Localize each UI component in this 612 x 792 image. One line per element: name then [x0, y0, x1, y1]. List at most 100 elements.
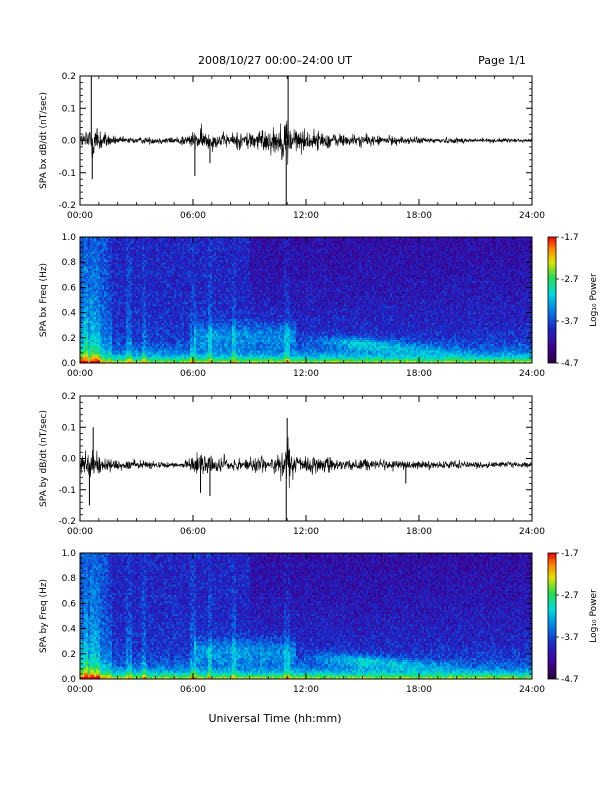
- spectrogram-cell: [184, 332, 186, 334]
- spectrogram-cell: [130, 325, 132, 327]
- spectrogram-cell: [196, 258, 198, 260]
- spectrogram-cell: [166, 304, 168, 306]
- spectrogram-cell: [212, 256, 214, 258]
- spectrogram-cell: [114, 323, 116, 325]
- spectrogram-cell: [154, 256, 156, 258]
- spectrogram-cell: [218, 334, 220, 336]
- spectrogram-cell: [208, 355, 210, 357]
- spectrogram-cell: [148, 262, 150, 264]
- spectrogram-cell: [158, 241, 160, 243]
- spectrogram-cell: [86, 321, 88, 323]
- spectrogram-cell: [126, 357, 128, 359]
- spectrogram-cell: [242, 269, 244, 271]
- spectrogram-cell: [182, 332, 184, 334]
- spectrogram-cell: [192, 271, 194, 273]
- spectrogram-cell: [120, 269, 122, 271]
- spectrogram-cell: [110, 285, 112, 287]
- spectrogram-cell: [146, 241, 148, 243]
- spectrogram-cell: [200, 250, 202, 252]
- spectrogram-cell: [148, 336, 150, 338]
- spectrogram-cell: [198, 283, 200, 285]
- spectrogram-cell: [154, 241, 156, 243]
- spectrogram-cell: [150, 311, 152, 313]
- spectrogram-cell: [136, 287, 138, 289]
- spectrogram-cell: [134, 346, 136, 348]
- spectrogram-cell: [124, 308, 126, 310]
- spectrogram-cell: [178, 260, 180, 262]
- spectrogram-cell: [208, 283, 210, 285]
- spectrogram-cell: [182, 248, 184, 250]
- spectrogram-cell: [116, 306, 118, 308]
- spectrogram-cell: [182, 243, 184, 245]
- spectrogram-cell: [184, 296, 186, 298]
- spectrogram-cell: [218, 306, 220, 308]
- spectrogram-cell: [102, 329, 104, 331]
- spectrogram-cell: [146, 311, 148, 313]
- spectrogram-cell: [174, 323, 176, 325]
- spectrogram-cell: [166, 315, 168, 317]
- spectrogram-cell: [148, 252, 150, 254]
- spectrogram-cell: [218, 357, 220, 359]
- spectrogram-cell: [228, 258, 230, 260]
- spectrogram-cell: [164, 245, 166, 247]
- spectrogram-cell: [150, 269, 152, 271]
- spectrogram-cell: [150, 355, 152, 357]
- spectrogram-cell: [154, 248, 156, 250]
- spectrogram-cell: [194, 296, 196, 298]
- spectrogram-cell: [196, 298, 198, 300]
- spectrogram-cell: [222, 296, 224, 298]
- spectrogram-cell: [212, 329, 214, 331]
- spectrogram-cell: [172, 262, 174, 264]
- spectrogram-cell: [146, 336, 148, 338]
- spectrogram-cell: [104, 294, 106, 296]
- spectrogram-cell: [122, 245, 124, 247]
- spectrogram-cell: [234, 243, 236, 245]
- spectrogram-cell: [146, 327, 148, 329]
- spectrogram-cell: [194, 353, 196, 355]
- spectrogram-cell: [184, 290, 186, 292]
- spectrogram-cell: [214, 243, 216, 245]
- spectrogram-cell: [160, 329, 162, 331]
- spectrogram-cell: [224, 311, 226, 313]
- spectrogram-cell: [176, 252, 178, 254]
- spectrogram-cell: [108, 317, 110, 319]
- spectrogram-cell: [162, 348, 164, 350]
- spectrogram-cell: [130, 256, 132, 258]
- spectrogram-cell: [206, 285, 208, 287]
- spectrogram-cell: [234, 313, 236, 315]
- spectrogram-cell: [194, 357, 196, 359]
- spectrogram-cell: [228, 281, 230, 283]
- spectrogram-cell: [138, 239, 140, 241]
- spectrogram-cell: [126, 239, 128, 241]
- spectrogram-cell: [100, 294, 102, 296]
- spectrogram-cell: [196, 323, 198, 325]
- spectrogram-cell: [192, 287, 194, 289]
- spectrogram-cell: [136, 302, 138, 304]
- spectrogram-cell: [104, 315, 106, 317]
- spectrogram-cell: [102, 357, 104, 359]
- spectrogram-cell: [194, 264, 196, 266]
- spectrogram-cell: [112, 262, 114, 264]
- spectrogram-cell: [150, 241, 152, 243]
- spectrogram-cell: [232, 332, 234, 334]
- spectrogram-cell: [150, 298, 152, 300]
- spectrogram-cell: [186, 346, 188, 348]
- spectrogram-cell: [160, 260, 162, 262]
- spectrogram-cell: [200, 254, 202, 256]
- spectrogram-cell: [90, 304, 92, 306]
- spectrogram-cell: [114, 277, 116, 279]
- spectrogram-cell: [198, 325, 200, 327]
- spectrogram-cell: [190, 300, 192, 302]
- spectrogram-cell: [200, 348, 202, 350]
- spectrogram-cell: [84, 332, 86, 334]
- spectrogram-cell: [140, 287, 142, 289]
- spectrogram-cell: [126, 296, 128, 298]
- spectrogram-cell: [198, 344, 200, 346]
- spectrogram-cell: [164, 298, 166, 300]
- spectrogram-cell: [192, 250, 194, 252]
- spectrogram-cell: [216, 292, 218, 294]
- spectrogram-cell: [168, 239, 170, 241]
- spectrogram-cell: [192, 350, 194, 352]
- spectrogram-cell: [236, 317, 238, 319]
- spectrogram-cell: [194, 279, 196, 281]
